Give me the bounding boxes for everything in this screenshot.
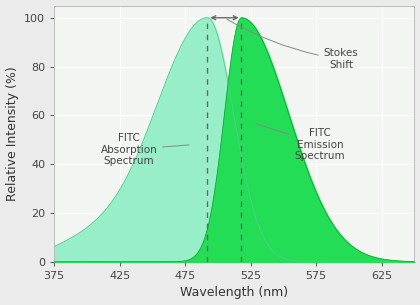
Text: FITC
Absorption
Spectrum: FITC Absorption Spectrum	[100, 133, 189, 166]
X-axis label: Wavelength (nm): Wavelength (nm)	[180, 286, 289, 300]
Y-axis label: Relative Intensity (%): Relative Intensity (%)	[5, 66, 18, 201]
Text: FITC
Emission
Spectrum: FITC Emission Spectrum	[256, 124, 345, 161]
Text: Stokes
Shift: Stokes Shift	[227, 19, 358, 70]
